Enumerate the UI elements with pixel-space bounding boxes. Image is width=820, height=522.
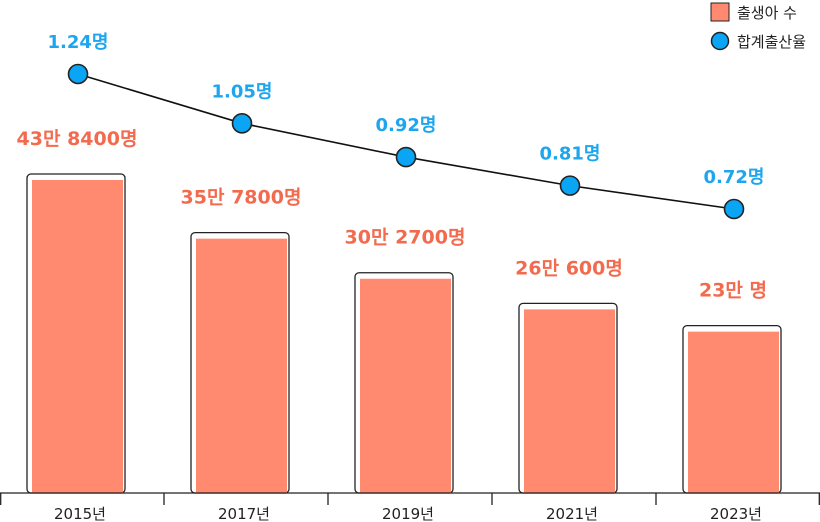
fertility-rate-label: 0.92명 [376,115,437,136]
x-tick-label: 2023년 [710,505,762,522]
x-tick-label: 2017년 [218,505,270,522]
bar [524,309,615,493]
x-tick-label: 2015년 [54,505,106,522]
legend-swatch-births [710,2,730,22]
bar-value-label: 26만 600명 [515,257,623,279]
fertility-rate-point [231,113,253,134]
bar [196,238,287,493]
x-tick-label: 2021년 [546,505,598,522]
bar-value-label: 23만 명 [699,280,767,302]
fertility-rate-label: 1.24명 [48,32,109,53]
legend-label-births: 출생아 수 [737,4,797,22]
fertility-rate-label: 0.81명 [540,144,601,165]
legend-marker-fertility [710,31,730,51]
bar-value-label: 30만 2700명 [345,227,466,249]
bar [32,180,123,493]
legend: 출생아 수 합계출산율 [710,2,806,51]
bar [688,331,779,493]
fertility-rate-line: 1.24명 1.05명 0.92명 0.81명 0.72명 [48,32,765,220]
fertility-rate-point [559,175,581,196]
bar [360,278,451,493]
fertility-rate-line-path [77,73,735,210]
fertility-rate-point [723,198,745,220]
legend-label-fertility: 합계출산율 [737,33,806,51]
fertility-rate-point [395,146,417,168]
fertility-rate-label: 1.05명 [212,81,273,102]
bar-value-label: 35만 7800명 [181,187,302,209]
fertility-rate-point [67,63,89,85]
bar-value-label: 43만 8400명 [17,128,138,150]
x-axis: 2015년 2017년 2019년 2021년 2023년 [0,492,820,522]
x-tick-label: 2019년 [382,505,434,522]
birth-count-bars: 43만 8400명 35만 7800명 30만 2700명 26만 600명 23만 명 [17,128,782,494]
fertility-rate-label: 0.72명 [704,167,765,188]
